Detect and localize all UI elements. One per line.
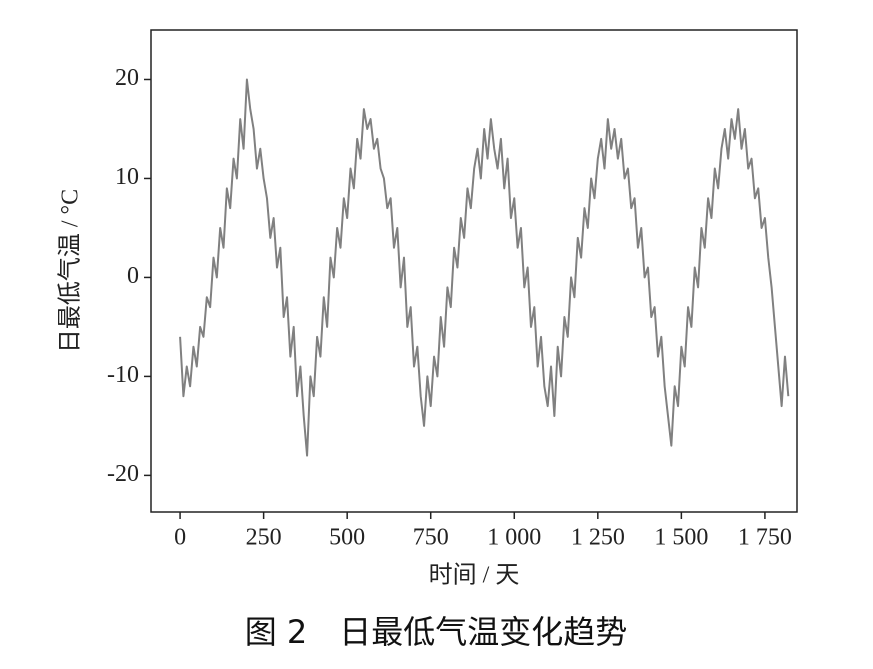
x-tick-label: 1 750: [738, 525, 792, 551]
x-tick-label: 1 250: [571, 525, 625, 551]
plot-frame: [150, 29, 798, 513]
y-axis-label: 日最低气温 / °C: [57, 189, 84, 353]
x-tick-label: 500: [329, 525, 365, 551]
chart-title: 图 2 日最低气温变化趋势: [245, 613, 628, 651]
x-tick-label: 250: [246, 525, 282, 551]
y-tick-label: 20: [115, 65, 139, 91]
y-tick-label: 10: [115, 164, 139, 190]
x-axis-label: 时间 / 天: [429, 562, 520, 589]
y-tick-label: 0: [127, 263, 139, 289]
x-tick-label: 1 000: [487, 525, 541, 551]
y-tick-label: -10: [107, 362, 139, 388]
data-line: [179, 78, 790, 457]
x-tick-label: 1 500: [654, 525, 708, 551]
x-tick-label: 750: [413, 525, 449, 551]
x-tick-label: 0: [174, 525, 186, 551]
y-tick-label: -20: [107, 461, 139, 487]
